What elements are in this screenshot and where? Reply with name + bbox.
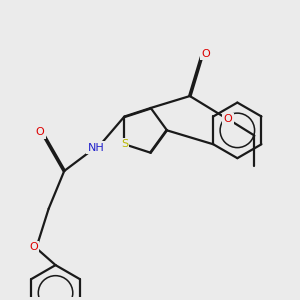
Text: O: O [36, 127, 44, 137]
Text: O: O [29, 242, 38, 252]
Text: O: O [201, 49, 210, 58]
Text: O: O [224, 114, 232, 124]
Text: NH: NH [88, 142, 105, 153]
Text: S: S [121, 139, 128, 149]
